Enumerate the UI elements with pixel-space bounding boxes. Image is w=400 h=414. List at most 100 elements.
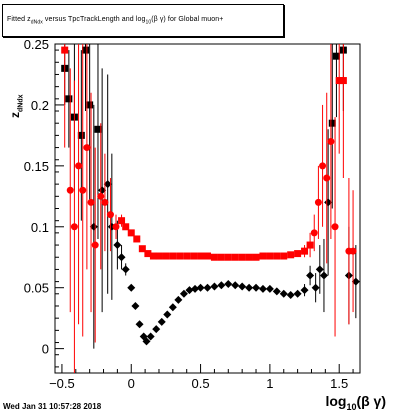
red-square-point — [339, 77, 347, 85]
timestamp: Wed Jan 31 10:57:28 2018 — [3, 402, 102, 411]
black-diamond-point — [131, 301, 140, 310]
red-circle-point — [101, 198, 109, 206]
y-axis-label: zdNdx — [8, 70, 28, 120]
black-diamond-point — [319, 271, 328, 280]
red-square-point — [176, 252, 184, 260]
black-diamond-point — [279, 289, 288, 298]
x-axis-label-sub: 10 — [346, 402, 357, 412]
black-diamond-point — [98, 186, 107, 195]
y-tick-label: 0.1 — [31, 220, 49, 235]
red-square-point — [217, 253, 225, 261]
chart-title-post: (β γ) for Global muon+ — [151, 16, 224, 23]
data-points — [61, 44, 360, 373]
red-square-point — [224, 253, 232, 261]
black-diamond-point — [265, 284, 274, 293]
black-diamond-point — [121, 265, 130, 274]
y-tick-label: 0.05 — [24, 281, 49, 296]
black-diamond-point — [168, 303, 177, 312]
red-circle-point — [66, 186, 74, 194]
black-square-point — [77, 131, 85, 139]
red-square-point — [210, 253, 218, 261]
black-square-point — [65, 95, 73, 103]
red-circle-point — [314, 198, 322, 206]
red-square-point — [149, 252, 157, 260]
red-square-point — [306, 241, 314, 249]
chart-title: Fitted zdNdx versus TpcTrackLength and l… — [7, 16, 223, 25]
red-square-point — [155, 252, 163, 260]
red-square-point — [197, 252, 205, 260]
red-square-point — [273, 252, 281, 260]
red-square-point — [61, 46, 69, 54]
x-tick-label: 1.5 — [330, 376, 348, 391]
red-square-point — [280, 252, 288, 260]
black-diamond-point — [306, 271, 315, 280]
red-circle-point — [97, 192, 105, 200]
black-diamond-point — [127, 283, 136, 292]
black-diamond-point — [324, 198, 333, 207]
black-diamond-point — [311, 283, 320, 292]
chart-title-mid: versus TpcTrackLength and log — [42, 16, 146, 23]
black-diamond-point — [174, 295, 183, 304]
red-square-point — [162, 252, 170, 260]
red-square-point — [335, 77, 343, 85]
red-circle-point — [83, 144, 91, 152]
black-diamond-point — [315, 265, 324, 274]
black-square-point — [328, 119, 336, 127]
black-diamond-point — [179, 289, 188, 298]
x-tick-label: 0.5 — [192, 376, 210, 391]
black-diamond-point — [224, 280, 233, 289]
black-diamond-point — [351, 277, 360, 286]
red-square-point — [252, 253, 260, 261]
y-axis-label-sub: dNdx — [17, 94, 25, 113]
x-tick-label: 1 — [266, 376, 273, 391]
black-diamond-point — [135, 320, 144, 329]
red-circle-point — [323, 174, 331, 182]
red-square-point — [231, 253, 239, 261]
black-square-point — [94, 125, 102, 133]
black-diamond-point — [89, 222, 98, 231]
black-diamond-point — [152, 325, 161, 334]
x-axis-label-post: (β γ) — [356, 393, 386, 410]
red-circle-point — [70, 223, 78, 231]
black-square-point — [82, 46, 89, 54]
red-series — [61, 44, 357, 373]
black-diamond-point — [103, 180, 112, 189]
red-circle-point — [310, 229, 318, 237]
black-diamond-point — [245, 283, 254, 292]
black-series — [61, 44, 360, 349]
red-circle-point — [349, 247, 357, 255]
y-tick-label: 0.15 — [24, 159, 49, 174]
red-circle-point — [91, 241, 99, 249]
red-circle-point — [331, 223, 339, 231]
y-tick-label: 0.2 — [31, 98, 49, 113]
red-circle-point — [79, 186, 87, 194]
black-diamond-point — [210, 282, 219, 291]
black-diamond-point — [252, 283, 261, 292]
red-square-point — [294, 250, 302, 258]
chart-title-sub: dNdx — [30, 19, 43, 26]
red-circle-point — [106, 211, 114, 219]
y-tick-label: 0.25 — [24, 37, 49, 52]
red-square-point — [127, 229, 135, 237]
y-axis-label-text: zdNdx — [8, 95, 24, 119]
red-square-point — [287, 251, 295, 259]
black-diamond-point — [231, 281, 240, 290]
red-square-point — [301, 247, 309, 255]
red-square-point — [266, 252, 274, 260]
black-diamond-point — [272, 287, 281, 296]
black-diamond-point — [117, 253, 126, 262]
red-square-point — [204, 252, 211, 260]
chart-title-box: Fitted zdNdx versus TpcTrackLength and l… — [2, 4, 284, 37]
black-diamond-point — [293, 289, 302, 298]
red-square-point — [238, 253, 246, 261]
red-square-point — [118, 217, 126, 225]
black-diamond-point — [203, 283, 212, 292]
x-tick-label: 0 — [128, 376, 135, 391]
black-diamond-point — [286, 291, 295, 300]
x-axis-label: log10(β γ) — [325, 393, 386, 412]
black-diamond-point — [191, 284, 200, 293]
red-circle-point — [327, 137, 335, 145]
black-diamond-point — [300, 286, 309, 295]
black-diamond-point — [163, 310, 172, 319]
